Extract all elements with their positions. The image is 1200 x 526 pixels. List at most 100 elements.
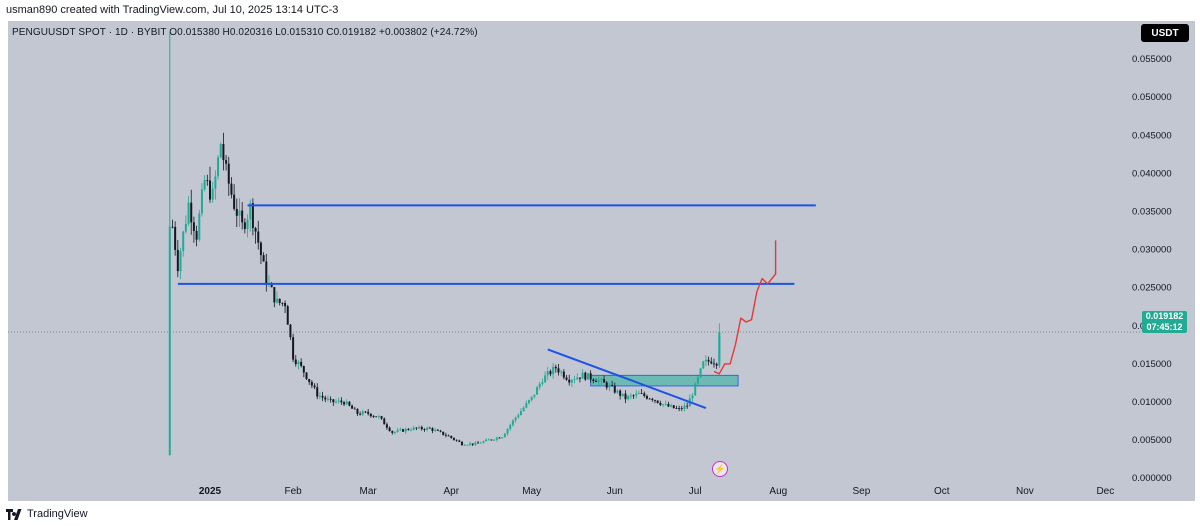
candle-body (565, 377, 568, 380)
candle-body (538, 383, 541, 388)
candle-body (600, 379, 603, 381)
tradingview-brand: TradingView (27, 508, 88, 520)
candle-body (584, 372, 587, 380)
candle-body (375, 416, 378, 418)
candle-body (235, 208, 238, 216)
top-bar: usman890 created with TradingView.com, J… (0, 0, 1200, 20)
bar-countdown: 07:45:12 (1146, 322, 1183, 332)
candle-body (653, 400, 656, 401)
candle-body (694, 383, 697, 396)
candle-body (184, 223, 187, 232)
projected-path-line (713, 240, 777, 375)
candle-body (316, 387, 319, 397)
candle-body (452, 437, 455, 440)
candle-body (281, 302, 284, 304)
x-tick-label: Sep (853, 486, 871, 497)
candle-body (544, 375, 547, 383)
candle-body (388, 427, 391, 431)
candle-body (190, 202, 193, 223)
candle-body (568, 379, 571, 383)
candle-body (471, 443, 474, 445)
candle-body (313, 385, 316, 388)
candle-body (326, 398, 329, 400)
candle-body (233, 194, 236, 209)
x-tick-label: Feb (284, 486, 302, 497)
y-tick-label: 0.015000 (1132, 359, 1172, 370)
candle-body (637, 393, 640, 395)
candle-body (334, 401, 337, 403)
x-tick-label: Mar (360, 486, 378, 497)
candle-body (257, 231, 260, 243)
candle-body (385, 424, 388, 428)
candle-body (436, 429, 439, 431)
candle-body (297, 361, 300, 365)
candle-body (356, 408, 359, 414)
descending-trendline (547, 348, 707, 409)
candle-body (243, 222, 246, 229)
candle-body (710, 361, 713, 364)
candle-body (554, 366, 557, 369)
candle-body (198, 213, 201, 240)
candle-body (495, 437, 498, 440)
candle-body (479, 442, 482, 444)
candle-body (206, 180, 209, 181)
candle-body (351, 405, 354, 409)
candle-body (195, 230, 198, 240)
candle-body (249, 203, 252, 220)
candle-body (187, 202, 190, 224)
candle-body (672, 405, 675, 409)
candle-body (284, 303, 287, 307)
candle-body (541, 382, 544, 384)
candle-body (391, 430, 394, 433)
y-tick-label: 0.040000 (1132, 168, 1172, 179)
y-tick-label: 0.045000 (1132, 130, 1172, 141)
candle-body (426, 427, 429, 430)
candle-body (305, 372, 308, 380)
candle-body (286, 306, 289, 325)
candle-body (586, 373, 589, 380)
currency-badge[interactable]: USDT (1141, 24, 1189, 42)
candle-body (340, 400, 343, 403)
candle-body (300, 361, 303, 366)
candle-body (712, 363, 715, 365)
candle-body (519, 411, 522, 416)
candle-body (581, 372, 584, 379)
candle-body (501, 437, 504, 439)
candle-body (254, 228, 257, 232)
candle-body (619, 390, 622, 396)
candle-body (595, 380, 598, 382)
x-tick-label: Aug (769, 486, 787, 497)
candle-body (549, 371, 552, 375)
candle-body (691, 395, 694, 399)
candle-body (460, 441, 463, 446)
candle-body (493, 439, 496, 441)
ohlc-legend: PENGUUSDT SPOT · 1D · BYBIT O0.015380 H0… (12, 27, 478, 38)
chart-panel[interactable]: 0.055000 0.050000 0.045000 0.040000 0.035000… (8, 21, 1195, 501)
lightning-icon[interactable]: ⚡ (712, 461, 728, 477)
candle-body (675, 408, 678, 409)
candle-body (592, 379, 595, 381)
candle-body (463, 445, 466, 446)
candle-body (458, 440, 461, 442)
candlestick-chart[interactable]: 0.055000 0.050000 0.045000 0.040000 0.035000… (8, 21, 1195, 501)
candle-body (410, 429, 413, 431)
candle-body (324, 397, 327, 400)
candle-body (557, 368, 560, 373)
footer: TradingView (0, 502, 1200, 526)
candle-body (289, 324, 292, 338)
candle-body (262, 255, 265, 262)
candle-body (318, 395, 321, 397)
candle-body (482, 441, 485, 443)
candle-body (209, 180, 211, 200)
tradingview-logo-icon (6, 509, 22, 520)
candle-body (611, 385, 614, 386)
candle-body (506, 428, 509, 434)
candle-body (466, 444, 469, 446)
candle-body (616, 390, 619, 393)
candle-body (533, 394, 536, 397)
candle-body (707, 359, 710, 362)
candle-body (364, 411, 367, 413)
candle-body (715, 363, 718, 366)
candle-body (241, 210, 244, 223)
candle-body (407, 428, 410, 430)
